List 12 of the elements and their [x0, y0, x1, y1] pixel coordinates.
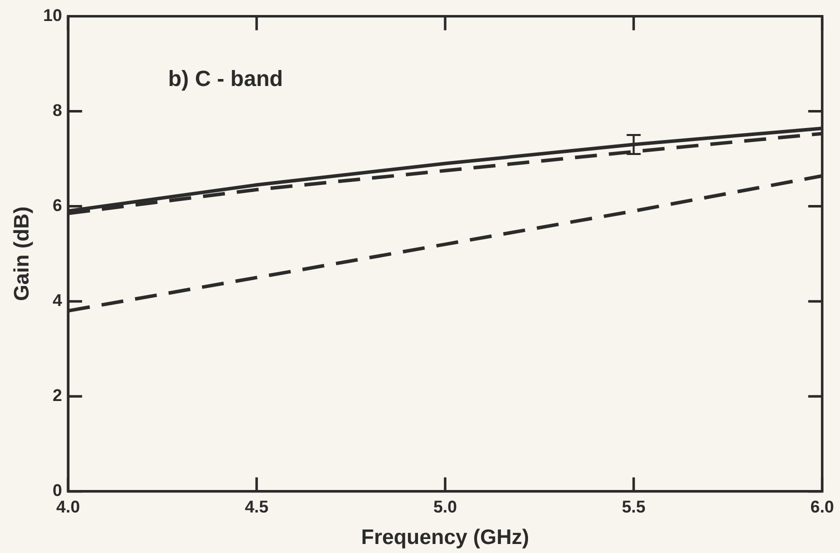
x-tick-label: 5.5: [622, 497, 646, 516]
y-tick-label: 2: [52, 386, 62, 406]
y-axis-title: Gain (dB): [10, 206, 34, 302]
y-tick-label: 4: [52, 291, 63, 310]
x-tick-label: 6.0: [810, 497, 834, 516]
annotation: b) C - band: [168, 66, 283, 92]
x-axis-title: Frequency (GHz): [361, 526, 530, 550]
x-tick-label: 5.0: [433, 497, 457, 516]
y-tick-label: 10: [43, 6, 62, 25]
y-tick-label: 6: [52, 196, 62, 215]
y-tick-label: 8: [52, 100, 62, 120]
x-tick-label: 4.5: [244, 497, 268, 516]
